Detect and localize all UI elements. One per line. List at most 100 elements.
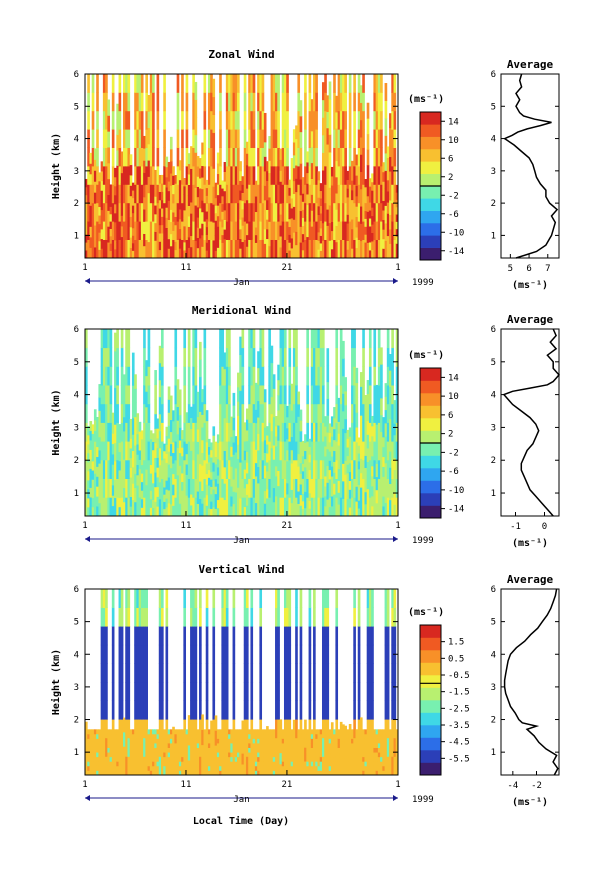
heatmap-cell <box>263 427 267 441</box>
heatmap-cell <box>351 189 354 201</box>
heatmap-cell <box>190 428 193 440</box>
heatmap-cell <box>279 170 283 182</box>
heatmap-cell <box>105 737 108 757</box>
heatmap-cell <box>359 119 363 138</box>
heatmap-cell <box>120 162 124 174</box>
heatmap-cell <box>125 607 128 627</box>
heatmap-cell <box>221 385 225 405</box>
heatmap-cell <box>277 221 280 240</box>
heatmap-cell <box>234 752 238 758</box>
heatmap-cell <box>292 219 296 233</box>
heatmap-cell <box>241 233 245 243</box>
heatmap-cell <box>250 110 254 130</box>
heatmap-cell <box>205 187 209 196</box>
heatmap-cell <box>165 176 169 188</box>
heatmap-cell <box>85 478 88 498</box>
heatmap-cell <box>134 202 137 222</box>
heatmap-cell <box>252 459 256 479</box>
heatmap-cell <box>252 329 256 349</box>
heatmap-cell <box>283 239 287 259</box>
heatmap-cell <box>330 203 334 213</box>
heatmap-cell <box>275 239 278 259</box>
heatmap-cell <box>156 756 160 762</box>
heatmap-cell <box>391 129 394 148</box>
heatmap-cell <box>100 347 104 367</box>
heatmap-cell <box>212 607 216 627</box>
heatmap-cell <box>355 154 359 166</box>
heatmap-cell <box>393 74 397 93</box>
heatmap-cell <box>89 440 93 450</box>
heatmap-cell <box>319 761 323 767</box>
heatmap-cell <box>364 407 368 420</box>
heatmap-cell <box>219 129 222 148</box>
heatmap-cell <box>152 433 155 442</box>
heatmap-cell <box>165 719 169 739</box>
heatmap-cell <box>261 752 265 758</box>
heatmap-cell <box>245 451 249 463</box>
heatmap-cell <box>96 436 99 448</box>
heatmap-cell <box>366 420 370 435</box>
heatmap-cell <box>105 110 108 130</box>
heatmap-cell <box>257 147 260 167</box>
heatmap-cell <box>118 202 122 222</box>
heatmap-cell <box>212 186 216 205</box>
heatmap-cell <box>272 430 276 446</box>
heatmap-cell <box>131 417 135 435</box>
heatmap-cell <box>100 422 104 442</box>
heatmap-cell <box>210 74 213 93</box>
heatmap-cell <box>196 743 200 748</box>
heatmap-cell <box>230 770 233 776</box>
heatmap-cell <box>120 644 124 664</box>
heatmap-cell <box>393 110 397 130</box>
heatmap-cell <box>131 499 135 517</box>
heatmap-cell <box>152 482 155 492</box>
heatmap-cell <box>395 192 399 200</box>
heatmap-cell <box>221 250 225 259</box>
heatmap-cell <box>344 460 347 475</box>
heatmap-cell <box>277 129 280 148</box>
heatmap-cell <box>259 441 263 461</box>
heatmap-cell <box>196 761 200 767</box>
colorbar-tick-label: -0.5 <box>448 671 470 681</box>
heatmap-cell <box>156 129 160 148</box>
heatmap-cell <box>187 205 191 217</box>
heatmap-cell <box>228 770 231 776</box>
heatmap-cell <box>248 459 251 479</box>
heatmap-cell <box>118 129 122 148</box>
heatmap-cell <box>91 147 95 167</box>
heatmap-cell <box>105 644 108 664</box>
heatmap-cell <box>295 138 298 153</box>
heatmap-cell <box>201 744 204 761</box>
heatmap-cell <box>241 176 245 185</box>
heatmap-cell <box>232 110 236 130</box>
heatmap-cell <box>371 737 374 757</box>
heatmap-cell <box>333 239 336 259</box>
heatmap-cell <box>270 345 274 364</box>
heatmap-cell <box>163 129 166 148</box>
heatmap-cell <box>250 347 254 367</box>
heatmap-cell <box>136 92 140 112</box>
heatmap-cell <box>335 719 339 739</box>
colorbar-swatch <box>420 455 441 469</box>
heatmap-cell <box>351 180 354 191</box>
heatmap-cell <box>190 450 193 462</box>
heatmap-cell <box>277 500 280 517</box>
heatmap-cell <box>192 110 195 130</box>
heatmap-cell <box>344 418 347 434</box>
colorbar-swatch <box>420 480 441 494</box>
heatmap-cell <box>129 247 133 259</box>
heatmap-cell <box>270 729 274 735</box>
heatmap-cell <box>317 747 321 753</box>
heatmap-cell <box>299 179 303 196</box>
heatmap-cell <box>234 202 238 222</box>
heatmap-cell <box>317 422 321 442</box>
heatmap-cell <box>109 366 113 386</box>
heatmap-cell <box>207 765 211 771</box>
heatmap-cell <box>386 497 390 517</box>
heatmap-cell <box>317 729 321 735</box>
heatmap-cell <box>380 74 383 93</box>
heatmap-cell <box>328 81 332 100</box>
heatmap-cell <box>143 148 146 161</box>
heatmap-cell <box>192 719 195 739</box>
heatmap-cell <box>111 454 115 465</box>
